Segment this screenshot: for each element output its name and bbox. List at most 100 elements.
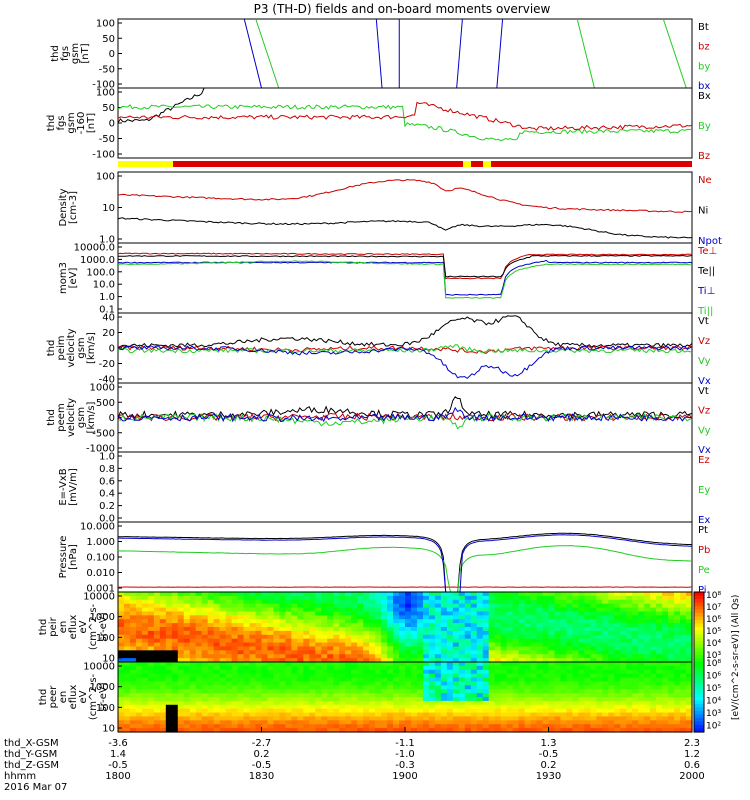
spectrogram-cell (177, 642, 185, 648)
spectrogram-cell (572, 650, 579, 655)
spectrogram-cell (171, 720, 179, 725)
spectrogram-cell (135, 592, 143, 597)
y-label-line: [eV] (68, 268, 79, 289)
spectrogram-cell (548, 650, 556, 655)
spectrogram-cell (399, 724, 406, 729)
spectrogram-cell (452, 619, 460, 624)
spectrogram-cell (500, 623, 508, 628)
spectrogram-cell (225, 603, 233, 609)
spectrogram-cell (512, 665, 520, 671)
spectrogram-cell (572, 658, 579, 663)
spectrogram-cell (171, 689, 179, 694)
spectrogram-cell (171, 728, 179, 733)
spectrogram-cell (416, 669, 424, 675)
spectrogram-cell (416, 704, 424, 710)
spectrogram-cell (464, 595, 472, 601)
spectrogram-cell (147, 716, 155, 721)
spectrogram-cell (680, 704, 687, 710)
spectrogram-cell (213, 638, 221, 644)
spectrogram-cell (602, 623, 609, 628)
spectrogram-cell (614, 592, 621, 597)
spectrogram-cell (602, 685, 609, 690)
spectrogram-cell (183, 700, 191, 706)
spectrogram-cell (135, 654, 143, 659)
spectrogram-cell (363, 728, 370, 733)
spectrogram-cell (285, 708, 292, 714)
spectrogram-cell (279, 708, 287, 714)
spectrogram-cell (333, 700, 340, 706)
panel-frame (117, 521, 693, 593)
spectrogram-cell (195, 623, 203, 628)
spectrogram-cell (171, 693, 179, 698)
colorbar-step (694, 620, 704, 625)
spectrogram-cell (345, 689, 352, 694)
spectrogram-cell (434, 603, 442, 609)
spectrogram-cell (135, 603, 143, 609)
spectrogram-cell (153, 607, 161, 613)
spectrogram-cell (118, 599, 125, 605)
spectrogram-cell (476, 595, 484, 601)
spectrogram-cell (357, 685, 364, 690)
spectrogram-cell (261, 599, 269, 605)
spectrogram-cell (345, 642, 352, 648)
spectrogram-cell (644, 662, 651, 667)
spectrogram-cell (560, 607, 568, 613)
spectrogram-cell (530, 724, 538, 729)
spectrogram-cell (315, 619, 322, 624)
y-label-line: [nT] (86, 113, 97, 133)
spectrogram-cell (542, 646, 550, 651)
spectrogram-cell (476, 623, 484, 628)
spectrogram-cell (656, 642, 663, 648)
spectrogram-cell (195, 720, 203, 725)
spectrogram-cell (542, 681, 550, 686)
spectrogram-cell (506, 673, 514, 679)
spectrogram-cell (680, 720, 687, 725)
spectrogram-cell (422, 603, 430, 609)
spectrogram-cell (422, 638, 430, 644)
spectrogram-cell (118, 685, 125, 690)
spectrogram-cell (231, 724, 239, 729)
spectrogram-cell (566, 720, 574, 725)
spectrogram-cell (578, 627, 585, 632)
spectrogram-cell (267, 623, 275, 628)
spectrogram-cell (183, 712, 191, 718)
spectrogram-cell (614, 607, 621, 613)
spectrogram-cell (656, 677, 663, 683)
spectrogram-cell (279, 728, 287, 733)
spectrogram-cell (584, 681, 591, 686)
spectrogram-cell (410, 673, 418, 679)
spectrogram-cell (279, 658, 287, 663)
spectrogram-cell (381, 634, 388, 640)
spectrogram-cell (500, 720, 508, 725)
spectrogram-cell (207, 642, 215, 648)
spectrogram-cell (662, 720, 669, 725)
spectrogram-cell (674, 700, 681, 706)
spectrogram-cell (399, 712, 406, 718)
spectrogram-cell (512, 630, 520, 636)
spectrogram-cell (470, 603, 478, 609)
spectrogram-cell (470, 720, 478, 725)
spectrogram-cell (452, 700, 460, 706)
spectrogram-cell (171, 700, 179, 706)
spectrogram-cell (518, 642, 526, 648)
spectrogram-cell (458, 623, 466, 628)
spectrogram-cell (644, 607, 651, 613)
y-label: Density [cm-3] (58, 188, 79, 226)
spectrogram-cell (590, 627, 597, 632)
spectrogram-cell (333, 658, 340, 663)
colorbar-step (694, 609, 704, 614)
spectrogram-cell (255, 611, 263, 616)
spectrogram-cell (578, 654, 585, 659)
spectrogram-cell (327, 654, 334, 659)
spectrogram-cell (458, 627, 466, 632)
spectrogram-cell (512, 700, 520, 706)
spectrogram-cell (387, 646, 394, 651)
spectrogram-cell (213, 673, 221, 679)
spectrogram-cell (440, 673, 448, 679)
spectrogram-cell (578, 592, 585, 597)
spectrogram-cell (458, 650, 466, 655)
spectrogram-cell (273, 693, 281, 698)
spectrogram-cell (590, 724, 597, 729)
spectrogram-cell (219, 607, 227, 613)
spectrogram-cell (566, 603, 574, 609)
